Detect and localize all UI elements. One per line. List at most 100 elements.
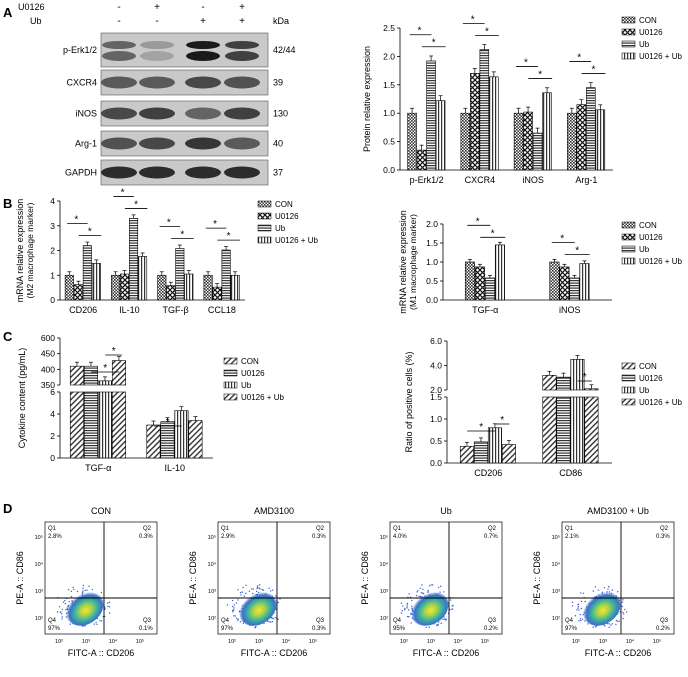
y-tick-label: 1.5 [430,392,442,402]
flow-event [410,612,412,615]
flow-event [603,587,606,589]
sig-star: * [491,228,495,239]
flow-event [578,609,580,611]
flow-event [99,619,101,622]
x-tick-label: p-Erk1/2 [410,175,444,185]
flow-title: Ub [440,506,452,516]
flow-event [70,590,72,593]
sig-star: * [112,346,116,357]
y-axis-label: (M2 macrophage marker) [25,202,35,298]
y-tick-label: 10² [35,616,43,622]
flow-event [61,616,64,618]
quadrant-name: Q3 [660,618,669,624]
bar [584,388,599,391]
y-tick-label: 10⁴ [552,561,561,568]
bar [416,149,427,171]
blot-band [139,76,175,89]
legend-label: Ub [639,245,650,254]
legend-swatch [621,257,636,265]
bar [221,249,231,301]
flow-event [610,624,612,626]
flow-event [250,588,253,590]
flow-event [233,615,235,617]
quadrant-value: 0.7% [484,534,498,540]
sig-star: * [432,38,436,49]
sig-star: * [476,216,480,227]
x-tick-label: TGF-α [85,463,111,473]
legend-swatch [257,236,272,244]
y-axis-label: Ratio of positive cells (%) [404,351,414,452]
quadrant-value: 4.0% [393,534,407,540]
flow-plot: AMD3100 Q1 2.9% Q2 0.3% Q4 97% Q3 0.3% 10² 10² 10³ 1… [188,506,331,658]
flow-event [422,592,424,595]
bar [459,445,474,464]
flow-event [107,602,109,604]
flow-event [580,619,582,622]
treatment-sign: + [154,2,160,13]
blot-band [186,41,220,49]
bar [157,274,167,301]
treatment-sign: - [155,16,158,27]
y-tick-label: 4 [50,409,55,419]
sig-star: * [121,187,125,198]
x-tick-label: 10² [228,639,236,645]
flow-event [408,616,410,618]
flow-event [400,612,403,614]
flow-event [615,623,617,626]
quadrant-value: 97% [48,626,61,632]
y-tick-label: 2.0 [430,385,442,395]
flow-event [415,595,418,597]
y-tick-label: 10⁴ [35,561,44,568]
flow-event [68,600,70,603]
y-tick-label: 600 [41,333,55,343]
x-tick-label: CXCR4 [465,175,496,185]
flow-event [604,625,606,627]
flow-frame [561,521,675,635]
bar [569,277,580,301]
y-tick-label: 6 [50,387,55,397]
x-tick-label: CCL18 [208,305,236,315]
flow-event [245,592,247,595]
x-tick-label: CD206 [474,468,502,478]
treatment-sign: + [239,2,245,13]
y-tick-label: 400 [41,364,55,374]
flow-event [64,602,67,605]
flow-event [606,622,609,625]
y-tick-label: 10³ [208,589,216,595]
flow-event [108,606,111,608]
flow-event [571,601,574,604]
y-tick-label: 0.5 [426,276,438,286]
bar [542,92,552,171]
sig-star: * [592,64,596,75]
x-tick-label: 10⁴ [454,638,463,645]
flow-title: CON [91,506,111,516]
bar [464,261,475,301]
quadrant-name: Q2 [660,526,669,532]
flow-density [239,592,277,626]
sig-star: * [500,415,504,426]
quadrant-name: Q4 [221,618,230,624]
flow-event [624,608,626,611]
flow-event [578,619,580,622]
flow-event [621,601,624,603]
legend-label: CON [639,362,657,371]
flow-event [248,590,251,592]
flow-event [88,585,90,587]
bar [426,60,436,171]
flow-event [420,591,423,594]
flow-event [581,618,584,621]
legend-swatch [621,233,636,241]
flow-event [406,607,408,609]
flow-event [430,584,432,586]
sig-star: * [583,372,587,383]
flow-event [618,620,620,622]
quadrant-value: 0.2% [656,626,670,632]
flow-plot: Ub Q1 4.0% Q2 0.7% Q4 95% Q3 0.2% 10² 10² 10³ 10³ 10⁴… [360,506,503,658]
flow-y-label: PE-A :: CD86 [360,551,370,605]
y-tick-label: 350 [41,380,55,390]
y-tick-label: 6.0 [430,336,442,346]
legend-swatch [621,221,636,229]
flow-cytometry-panel: CON Q1 2.8% Q2 0.3% Q4 97% Q3 0.1% 10² 10² 10³ 10³ 10… [15,506,675,658]
flow-event [408,593,410,595]
flow-event [580,607,582,610]
